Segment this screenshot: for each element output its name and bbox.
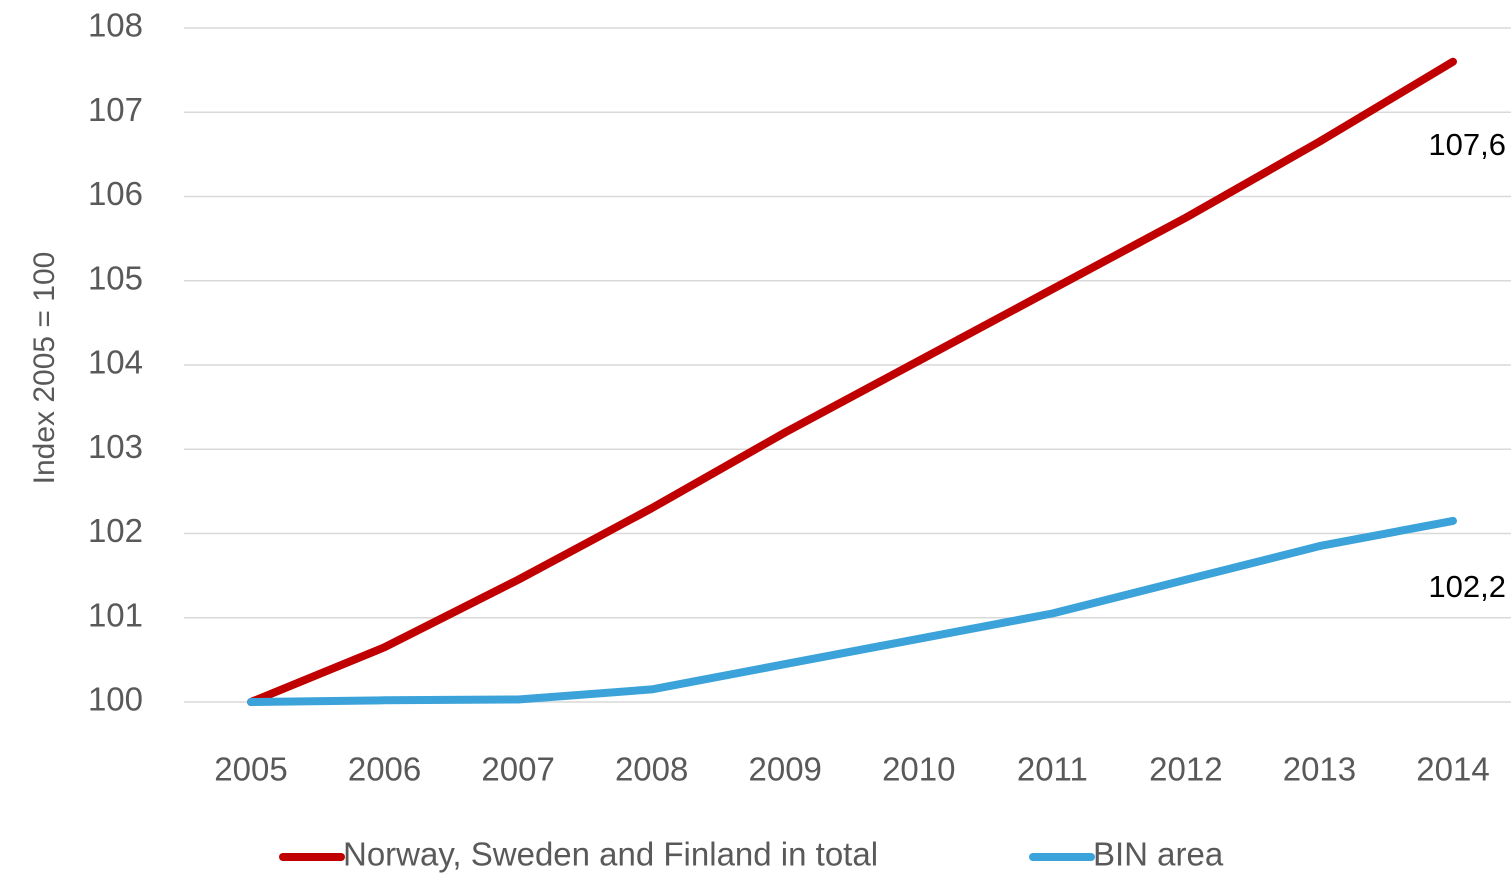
data-point-norway-sweden-and-finland-in-total-2006 bbox=[384, 646, 386, 648]
data-point-norway-sweden-and-finland-in-total-2014 bbox=[1452, 61, 1454, 63]
data-point-bin-area-2009 bbox=[784, 663, 786, 665]
data-point-bin-area-2007 bbox=[517, 698, 519, 700]
y-tick-label-100: 100 bbox=[88, 681, 143, 718]
series-line-norway-sweden-and-finland-in-total bbox=[247, 57, 1457, 706]
data-point-bin-area-2014 bbox=[1452, 520, 1454, 522]
data-point-bin-area-2010 bbox=[918, 638, 920, 640]
x-tick-label-2013: 2013 bbox=[1283, 751, 1356, 788]
data-point-bin-area-2006 bbox=[384, 699, 386, 701]
x-tick-label-2012: 2012 bbox=[1149, 751, 1222, 788]
y-tick-label-103: 103 bbox=[88, 428, 143, 465]
x-tick-label-2006: 2006 bbox=[348, 751, 421, 788]
data-point-norway-sweden-and-finland-in-total-2013 bbox=[1318, 141, 1320, 143]
y-tick-label-101: 101 bbox=[88, 596, 143, 633]
legend: Norway, Sweden and Finland in total BIN a… bbox=[279, 836, 1224, 873]
data-point-norway-sweden-and-finland-in-total-2012 bbox=[1185, 217, 1187, 219]
y-tick-label-105: 105 bbox=[88, 259, 143, 296]
x-tick-label-2005: 2005 bbox=[214, 751, 287, 788]
end-label-norway-sweden-and-finland-in-total: 107,6 bbox=[1428, 127, 1506, 162]
x-tick-label-2007: 2007 bbox=[481, 751, 554, 788]
x-tick-label-2008: 2008 bbox=[615, 751, 688, 788]
data-point-bin-area-2008 bbox=[651, 688, 653, 690]
y-tick-label-106: 106 bbox=[88, 175, 143, 212]
gridlines bbox=[184, 27, 1511, 703]
x-tick-label-2014: 2014 bbox=[1416, 751, 1489, 788]
legend-label-bin-area: BIN area bbox=[1093, 836, 1224, 873]
data-point-bin-area-2012 bbox=[1185, 579, 1187, 581]
data-point-norway-sweden-and-finland-in-total-2007 bbox=[517, 579, 519, 581]
x-tick-label-2011: 2011 bbox=[1017, 751, 1088, 788]
y-tick-label-104: 104 bbox=[88, 344, 143, 381]
data-point-bin-area-2011 bbox=[1051, 613, 1053, 615]
x-tick-label-2010: 2010 bbox=[882, 751, 955, 788]
y-axis-ticks: 100 101 102 103 104 105 106 107 108 bbox=[88, 7, 143, 718]
y-axis-title: Index 2005 = 100 bbox=[28, 252, 61, 485]
y-tick-label-102: 102 bbox=[88, 512, 143, 549]
x-tick-label-2009: 2009 bbox=[749, 751, 822, 788]
y-tick-label-107: 107 bbox=[88, 91, 143, 128]
data-point-norway-sweden-and-finland-in-total-2010 bbox=[918, 360, 920, 362]
y-tick-label-108: 108 bbox=[88, 7, 143, 44]
series-lines bbox=[247, 57, 1457, 706]
series-line-bin-area bbox=[247, 516, 1457, 706]
data-point-bin-area-2005 bbox=[250, 701, 252, 703]
data-point-norway-sweden-and-finland-in-total-2009 bbox=[784, 431, 786, 433]
end-label-bin-area: 102,2 bbox=[1428, 569, 1506, 604]
data-point-norway-sweden-and-finland-in-total-2008 bbox=[651, 507, 653, 509]
legend-label-norway-sweden-and-finland-in-total: Norway, Sweden and Finland in total bbox=[343, 836, 878, 873]
data-point-bin-area-2013 bbox=[1318, 545, 1320, 547]
data-point-norway-sweden-and-finland-in-total-2011 bbox=[1051, 288, 1053, 290]
x-axis-ticks: 2005 2006 2007 2008 2009 2010 2011 2012 2013 2014 bbox=[214, 751, 1489, 788]
data-labels: 107,6 102,2 bbox=[1428, 127, 1506, 604]
